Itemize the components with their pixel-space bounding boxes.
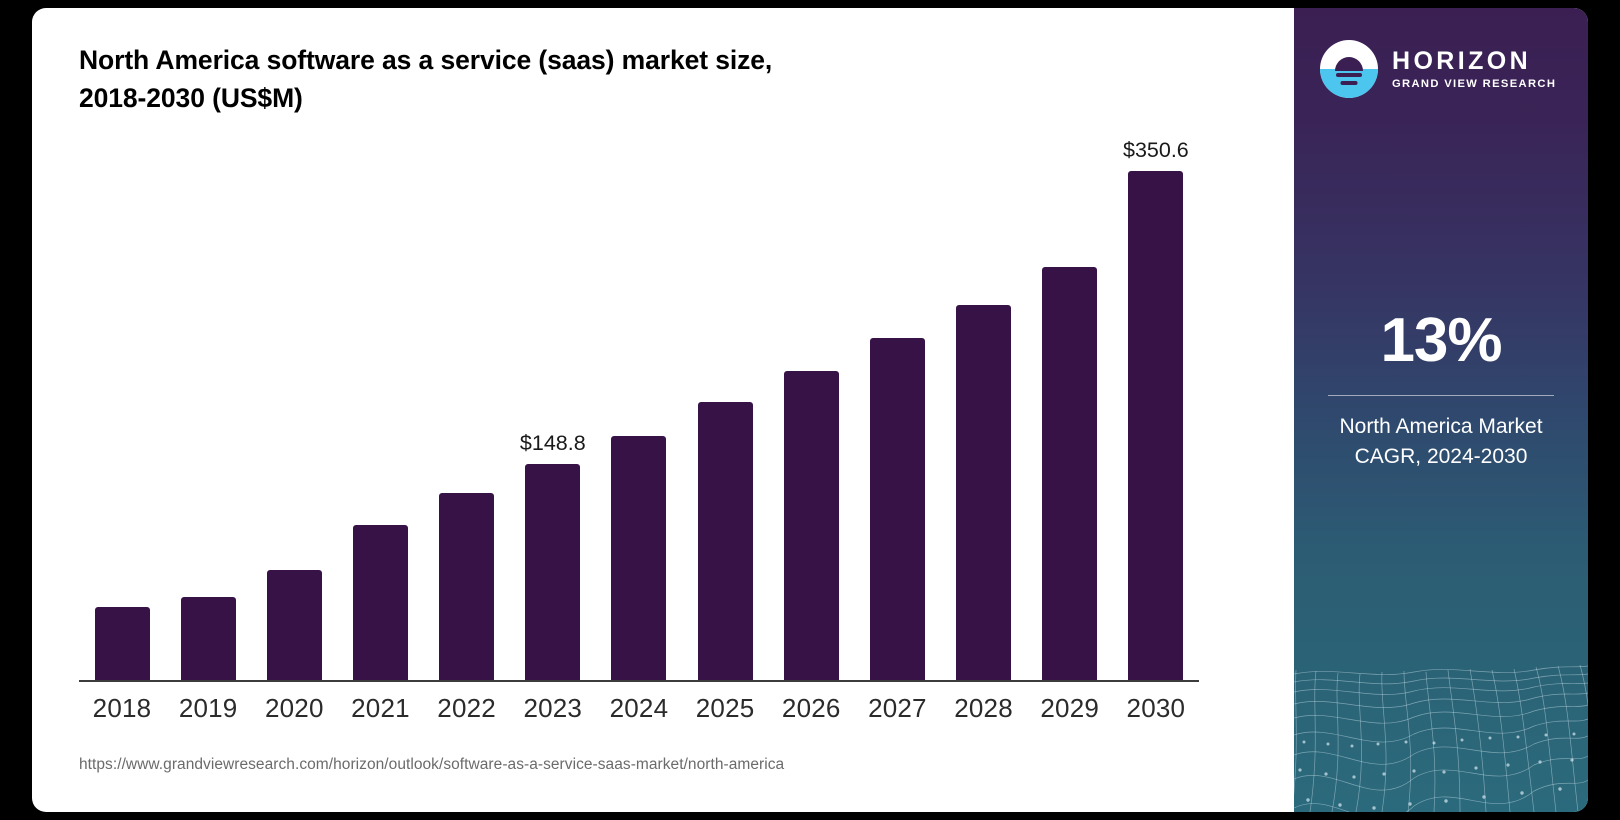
bar-rect — [869, 338, 925, 680]
bar-rect — [352, 525, 408, 680]
chart-title-line-2: 2018-2030 (US$M) — [79, 83, 303, 114]
x-axis-label: 2027 — [868, 693, 927, 723]
bar-rect — [266, 570, 322, 680]
bar-rect — [1128, 171, 1184, 680]
x-axis-label: 2025 — [695, 693, 755, 723]
x-axis-label: 2018 — [92, 693, 152, 723]
bar-column: $350.6 — [1113, 128, 1199, 680]
perspective-wireframe-grid — [1294, 622, 1588, 812]
cagr-caption: North America Market CAGR, 2024-2030 — [1314, 412, 1568, 472]
bar-column — [251, 128, 337, 680]
horizon-sunrise-icon — [1320, 40, 1378, 98]
logo-dome-shape — [1335, 57, 1363, 71]
bar-rect — [180, 597, 236, 680]
logo-bar-bottom — [1340, 81, 1358, 85]
source-url[interactable]: https://www.grandviewresearch.com/horizo… — [79, 756, 785, 773]
bar-rect — [611, 436, 667, 680]
cagr-caption-line-1: North America Market — [1339, 415, 1543, 439]
bar-column — [79, 128, 165, 680]
bar-rect — [697, 402, 753, 680]
logo-bar-top — [1336, 73, 1362, 77]
logo-wordmark-group: HORIZON GRAND VIEW RESEARCH — [1392, 47, 1557, 90]
x-axis-line — [79, 680, 1199, 682]
x-axis-label: 2026 — [781, 693, 841, 723]
cagr-caption-line-2: CAGR, 2024-2030 — [1354, 444, 1528, 468]
bar-value-label: $350.6 — [1122, 137, 1189, 162]
bar-column — [337, 128, 423, 680]
x-axis-label: 2022 — [437, 693, 496, 723]
x-axis-tick-labels: 2018 2019 2020 2021 2022 2023 2024 2025 2026 2027… — [79, 693, 1199, 724]
cagr-divider — [1328, 395, 1554, 397]
x-axis-label: 2028 — [954, 693, 1013, 723]
bar-column — [682, 128, 768, 680]
x-axis-label: 2030 — [1126, 693, 1186, 723]
logo-wordmark: HORIZON — [1392, 47, 1532, 76]
chart-card: North America software as a service (saa… — [32, 8, 1588, 812]
bar-rect — [94, 607, 150, 680]
chart-title-line-1: North America software as a service (saa… — [79, 45, 773, 75]
x-axis-label: 2023 — [523, 693, 583, 723]
x-axis-label: 2021 — [351, 693, 410, 723]
bar-column — [768, 128, 854, 680]
bar-rect — [525, 464, 581, 680]
bar-value-label: $148.8 — [519, 430, 586, 455]
x-axis-label: 2029 — [1040, 693, 1100, 723]
horizon-logo[interactable]: HORIZON GRAND VIEW RESEARCH — [1320, 40, 1556, 98]
bar-rect — [956, 305, 1012, 680]
x-axis-label: 2019 — [178, 693, 238, 723]
brand-sidebar: HORIZON GRAND VIEW RESEARCH 13% North Am… — [1294, 8, 1588, 812]
bar-column — [596, 128, 682, 680]
cagr-block: 13% North America Market CAGR, 2024-2030 — [1294, 308, 1588, 472]
bar-column — [854, 128, 940, 680]
bar-column: $148.8 — [510, 128, 596, 680]
bar-column — [424, 128, 510, 680]
chart-title: North America software as a service (saa… — [79, 41, 1079, 118]
x-axis-label: 2024 — [609, 693, 669, 723]
chart-panel: North America software as a service (saa… — [32, 8, 1294, 812]
bar-rect — [439, 493, 495, 680]
x-axis-label: 2020 — [264, 693, 324, 723]
logo-tagline: GRAND VIEW RESEARCH — [1392, 77, 1557, 90]
bar-rect — [783, 371, 839, 680]
bar-rect — [1042, 267, 1098, 680]
bar-column — [165, 128, 251, 680]
cagr-value: 13% — [1380, 306, 1502, 375]
bar-column — [1027, 128, 1113, 680]
bar-series: $148.8 $350.6 — [79, 128, 1199, 680]
bar-column — [941, 128, 1027, 680]
